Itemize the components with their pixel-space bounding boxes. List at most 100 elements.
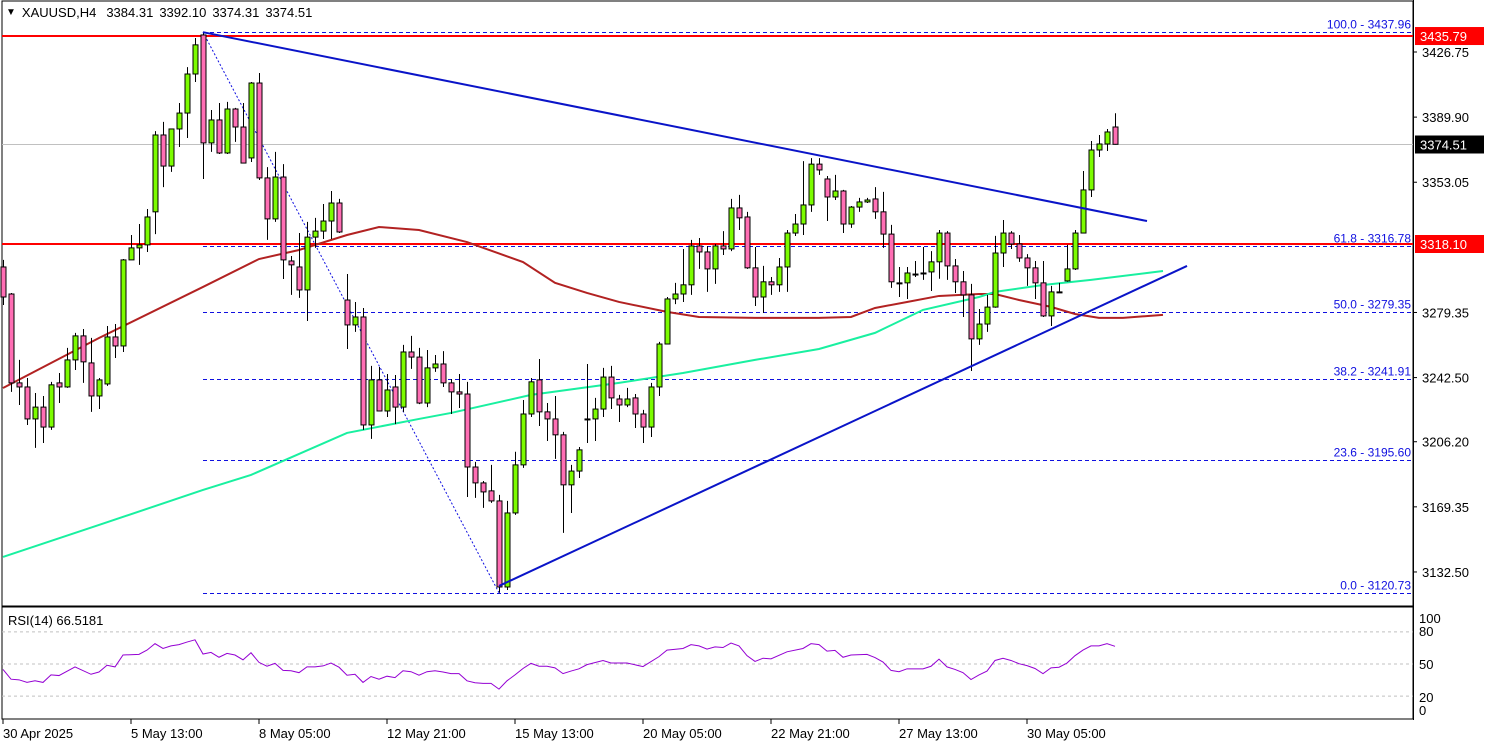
candle xyxy=(800,161,807,235)
candle xyxy=(104,325,111,386)
candle xyxy=(584,363,591,443)
candle xyxy=(712,243,719,284)
bearish-candle-body xyxy=(552,418,559,436)
close-price: 3374.51 xyxy=(265,5,313,20)
bearish-candle-body xyxy=(440,363,447,384)
candle xyxy=(1056,282,1063,294)
bearish-candle-body xyxy=(632,397,639,415)
chart-frame xyxy=(1,0,1414,720)
bearish-candle-body xyxy=(112,336,119,347)
bullish-candle-body xyxy=(328,202,335,222)
bullish-candle-body xyxy=(936,232,943,263)
price-tick-label: 3353.05 xyxy=(1422,175,1469,190)
bearish-candle-body xyxy=(824,178,831,198)
candle xyxy=(384,374,391,417)
bearish-candle-body xyxy=(448,382,455,393)
bearish-candle-body xyxy=(872,198,879,213)
bullish-candle-body xyxy=(792,223,799,234)
rsi-line xyxy=(2,639,1116,690)
bearish-candle-body xyxy=(640,413,647,428)
bullish-candle-body xyxy=(1056,291,1063,294)
candle xyxy=(88,337,95,412)
bullish-candle-body xyxy=(504,512,511,588)
bullish-candle-body xyxy=(984,306,991,325)
trendline[interactable] xyxy=(498,265,1188,587)
time-tick-label: 5 May 13:00 xyxy=(131,726,203,741)
price-axis[interactable]: 3426.75 3389.90 3353.05 3279.35 3242.50 3206.… xyxy=(1413,0,1484,720)
candle xyxy=(192,37,199,82)
time-tick-label: 20 May 05:00 xyxy=(643,726,722,741)
candle xyxy=(400,344,407,412)
rsi-pane-border xyxy=(1,606,1414,720)
candle xyxy=(640,409,647,443)
candle xyxy=(320,204,327,240)
bullish-candle-body xyxy=(568,470,575,486)
bullish-candle-body xyxy=(248,82,255,159)
time-tick-label: 30 Apr 2025 xyxy=(3,726,73,741)
candle xyxy=(1016,234,1023,262)
rsi-title: RSI(14) 66.5181 xyxy=(8,613,103,628)
price-level-tag xyxy=(1415,27,1484,46)
candle xyxy=(536,359,543,427)
trendline[interactable] xyxy=(202,31,1148,223)
candle xyxy=(784,230,791,292)
bullish-candle-body xyxy=(208,119,215,144)
candle xyxy=(304,221,311,322)
horizontal-lines[interactable] xyxy=(2,35,1413,245)
open-price: 3384.31 xyxy=(106,5,154,20)
bearish-candle-body xyxy=(232,108,239,128)
bullish-candle-body xyxy=(304,236,311,291)
candle xyxy=(632,394,639,428)
bearish-candle-body xyxy=(616,398,623,406)
candle xyxy=(560,431,567,533)
bearish-candle-body xyxy=(408,351,415,358)
bullish-candle-body xyxy=(1072,232,1079,270)
candle xyxy=(744,211,751,269)
chart-header: ▼ XAUUSD,H4 3384.31 3392.10 3374.31 3374… xyxy=(6,5,312,20)
candle xyxy=(272,151,279,222)
candle xyxy=(168,128,175,172)
bearish-candle-body xyxy=(40,406,47,428)
bullish-candle-body xyxy=(912,273,919,276)
bearish-candle-body xyxy=(288,260,295,266)
rsi-axis-label: 20 xyxy=(1419,690,1433,705)
bearish-candle-body xyxy=(464,393,471,468)
bullish-candle-body xyxy=(672,293,679,300)
candle xyxy=(832,174,839,200)
candle xyxy=(224,101,231,155)
bearish-candle-body xyxy=(768,281,775,286)
bullish-candle-body xyxy=(1088,149,1095,191)
candle xyxy=(16,359,23,405)
fibonacci-level-label: 38.2 - 3241.91 xyxy=(1334,365,1412,379)
bullish-candle-body xyxy=(808,163,815,206)
candle xyxy=(552,395,559,459)
candle xyxy=(512,451,519,515)
fibonacci-level-label: 61.8 - 3316.78 xyxy=(1334,232,1412,246)
fibonacci-retracement[interactable]: 100.0 - 3437.96 61.8 - 3316.78 50.0 - 3279… xyxy=(202,18,1412,594)
candle xyxy=(1048,285,1055,326)
candle xyxy=(992,235,999,308)
bearish-candle-body xyxy=(1040,282,1047,317)
bullish-candle-body xyxy=(512,464,519,514)
candle xyxy=(608,365,615,410)
rsi-axis-label: 80 xyxy=(1419,624,1433,639)
trendlines[interactable] xyxy=(202,31,1188,587)
candle xyxy=(432,354,439,372)
bullish-candle-body xyxy=(176,112,183,130)
candle xyxy=(1040,260,1047,317)
candle xyxy=(824,175,831,222)
candle xyxy=(888,224,895,288)
fibonacci-level-label: 100.0 - 3437.96 xyxy=(1327,18,1411,32)
bearish-candle-body xyxy=(752,267,759,298)
triangle-down-icon[interactable]: ▼ xyxy=(6,7,16,18)
candle xyxy=(376,366,383,412)
candle xyxy=(440,351,447,387)
bearish-candle-body xyxy=(496,500,503,588)
candle xyxy=(864,197,871,203)
candle xyxy=(184,67,191,138)
candle xyxy=(520,400,527,468)
bullish-candle-body xyxy=(384,389,391,412)
candle xyxy=(696,237,703,269)
time-axis[interactable]: 30 Apr 2025 5 May 13:00 8 May 05:00 12 May … xyxy=(2,719,1106,741)
